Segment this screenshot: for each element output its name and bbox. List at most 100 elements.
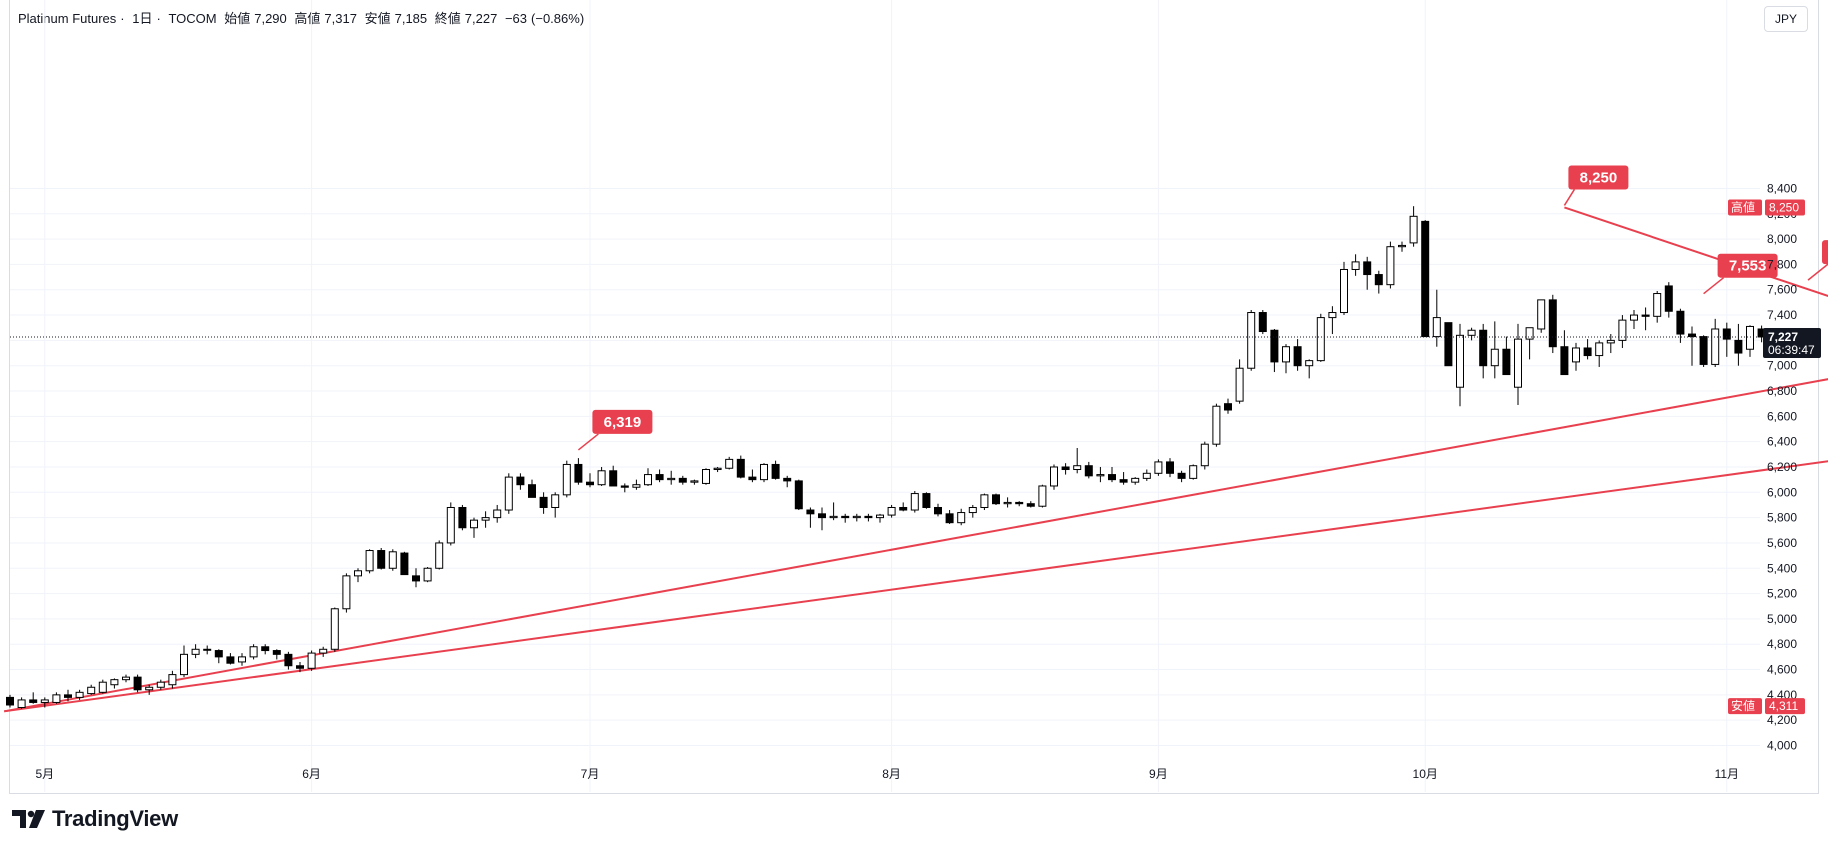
candle: [191, 644, 200, 659]
candle-body: [597, 470, 606, 486]
candle-body: [435, 542, 444, 569]
candle-body: [1548, 299, 1557, 348]
candle: [272, 649, 281, 660]
last-price-value: 7,227: [1768, 330, 1798, 344]
candle-body: [365, 550, 374, 572]
price-annotation: 6,319: [577, 409, 653, 451]
candle-body: [620, 485, 629, 488]
candle: [365, 549, 374, 574]
candle-body: [887, 506, 896, 516]
candle: [1189, 464, 1198, 480]
candle: [864, 513, 873, 522]
candle: [446, 502, 455, 546]
x-tick-label: 11月: [1715, 767, 1739, 781]
x-tick-label: 10月: [1413, 767, 1438, 781]
candle-body: [470, 519, 478, 529]
candle: [539, 492, 548, 514]
annotation-label: 7,553: [1729, 258, 1767, 275]
candle-body: [504, 476, 513, 511]
candle-body: [1305, 360, 1314, 367]
price-axis[interactable]: 8,4008,2008,0007,8007,6007,4007,2007,000…: [1767, 181, 1797, 752]
candle-body: [1316, 317, 1325, 362]
candle-body: [1363, 261, 1372, 276]
candle: [1467, 327, 1476, 341]
close-value: 7,227: [464, 11, 498, 26]
candle-body: [400, 552, 409, 576]
candle-body: [319, 648, 328, 654]
low-label: 安値: [364, 11, 391, 26]
candle: [1606, 334, 1615, 354]
candle: [644, 468, 652, 486]
price-annotation: 8,250: [1563, 165, 1629, 206]
candle-body: [40, 699, 49, 703]
annotation-pointer: [1703, 277, 1725, 295]
candle: [238, 653, 246, 666]
x-tick-label: 8月: [882, 767, 901, 781]
candle: [1398, 241, 1406, 252]
candle-body: [1235, 367, 1244, 402]
candle: [1026, 501, 1035, 508]
candle-body: [180, 653, 188, 676]
candle-body: [1618, 319, 1627, 341]
candle-body: [1200, 443, 1209, 467]
candle: [562, 460, 571, 498]
candle: [829, 502, 838, 521]
candle: [1212, 403, 1221, 447]
candle: [690, 479, 699, 485]
candle: [354, 568, 362, 583]
candle-body: [1595, 342, 1604, 357]
high-value: 7,317: [324, 11, 357, 26]
candle-body: [1224, 403, 1232, 411]
candle: [1653, 291, 1662, 323]
candle-body: [771, 463, 780, 479]
brand-logo[interactable]: TradingView: [12, 806, 178, 832]
candle: [1096, 466, 1105, 483]
candle-body: [1722, 328, 1731, 340]
chart-frame: [9, 0, 1819, 794]
currency-selector[interactable]: JPY: [1764, 6, 1808, 32]
y-tick-label: 4,600: [1767, 663, 1797, 677]
y-tick-label: 8,000: [1767, 232, 1797, 246]
candle-body: [539, 496, 548, 508]
candle: [1224, 398, 1232, 414]
candle-body: [87, 686, 96, 695]
candle-body: [1502, 348, 1511, 376]
candle-body: [1108, 474, 1116, 481]
candle: [1258, 309, 1267, 335]
candle-body: [783, 477, 792, 482]
candle: [655, 469, 664, 483]
y-tick-label: 7,000: [1767, 359, 1797, 373]
candle-body: [1026, 503, 1035, 507]
grid-lines: [10, 0, 1760, 792]
candle-body: [609, 470, 618, 487]
candle-body: [6, 696, 14, 706]
candle: [1386, 241, 1395, 289]
interval-label[interactable]: 1日: [132, 11, 153, 26]
candle: [400, 551, 409, 576]
annotation-label: 8,250: [1580, 169, 1618, 186]
candle-body: [330, 608, 339, 650]
candle: [632, 479, 641, 490]
candle: [1073, 447, 1082, 474]
candle-body: [968, 506, 977, 514]
candle: [574, 458, 583, 485]
candle: [1316, 313, 1325, 362]
candle-body: [1282, 346, 1290, 363]
x-tick-label: 6月: [302, 767, 321, 781]
candle: [1247, 309, 1256, 371]
candle-body: [794, 480, 803, 510]
candle: [29, 692, 38, 704]
candle: [748, 469, 757, 483]
y-tick-label: 6,200: [1767, 460, 1797, 474]
candle-body: [1421, 220, 1430, 338]
candle-body: [910, 493, 919, 511]
candle: [1003, 497, 1012, 508]
symbol-name[interactable]: Platinum Futures: [18, 11, 117, 26]
candle-body: [1734, 339, 1743, 354]
candle: [1293, 339, 1302, 371]
candle-body: [446, 506, 455, 544]
candle-body: [1467, 329, 1476, 336]
time-axis[interactable]: 5月6月7月8月9月10月11月12月: [35, 767, 1828, 781]
y-tick-label: 6,400: [1767, 435, 1797, 449]
